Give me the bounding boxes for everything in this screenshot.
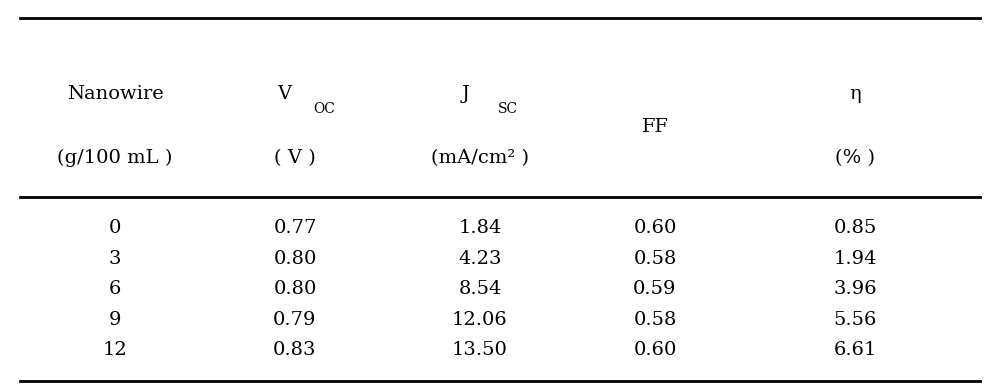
Text: 0.59: 0.59 [633, 280, 677, 298]
Text: (% ): (% ) [835, 149, 875, 167]
Text: 0.60: 0.60 [633, 219, 677, 237]
Text: 5.56: 5.56 [833, 311, 877, 329]
Text: 0.58: 0.58 [633, 250, 677, 268]
Text: 12: 12 [103, 341, 127, 359]
Text: 0.79: 0.79 [273, 311, 317, 329]
Text: 0.58: 0.58 [633, 311, 677, 329]
Text: ( V ): ( V ) [274, 149, 316, 167]
Text: 0.80: 0.80 [273, 250, 317, 268]
Text: OC: OC [313, 102, 335, 117]
Text: 6.61: 6.61 [833, 341, 877, 359]
Text: 3: 3 [109, 250, 121, 268]
Text: 1.84: 1.84 [458, 219, 502, 237]
Text: η: η [849, 85, 861, 103]
Text: FF: FF [642, 118, 668, 136]
Text: 0.60: 0.60 [633, 341, 677, 359]
Text: V: V [277, 85, 291, 103]
Text: 0.83: 0.83 [273, 341, 317, 359]
Text: 0.80: 0.80 [273, 280, 317, 298]
Text: Nanowire: Nanowire [67, 85, 163, 103]
Text: 12.06: 12.06 [452, 311, 508, 329]
Text: 0.77: 0.77 [273, 219, 317, 237]
Text: (mA/cm² ): (mA/cm² ) [431, 149, 529, 167]
Text: J: J [462, 85, 470, 103]
Text: 3.96: 3.96 [833, 280, 877, 298]
Text: SC: SC [498, 102, 518, 117]
Text: 8.54: 8.54 [458, 280, 502, 298]
Text: 13.50: 13.50 [452, 341, 508, 359]
Text: 9: 9 [109, 311, 121, 329]
Text: 4.23: 4.23 [458, 250, 502, 268]
Text: 1.94: 1.94 [833, 250, 877, 268]
Text: 0.85: 0.85 [833, 219, 877, 237]
Text: 6: 6 [109, 280, 121, 298]
Text: (g/100 mL ): (g/100 mL ) [57, 149, 173, 167]
Text: 0: 0 [109, 219, 121, 237]
